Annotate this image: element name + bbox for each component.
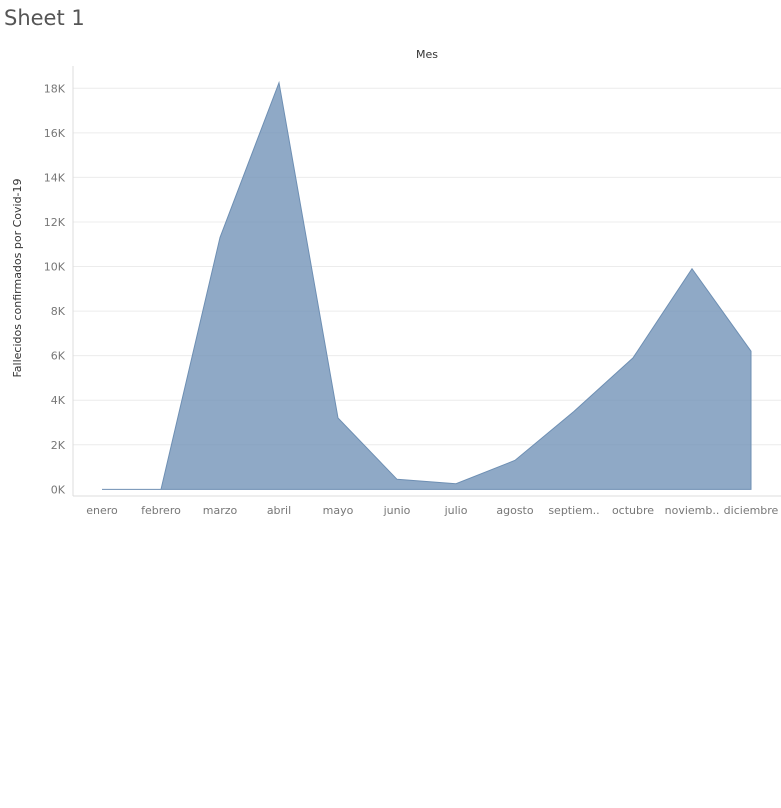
area-series[interactable]: [102, 80, 752, 490]
x-tick-label: julio: [444, 504, 468, 517]
data-point-junio[interactable]: [394, 476, 400, 482]
y-tick-label: 4K: [51, 394, 66, 407]
x-tick-label: junio: [383, 504, 411, 517]
x-tick-label: marzo: [203, 504, 238, 517]
x-axis-ticks: enero febrero marzo abril mayo junio julio agos…: [86, 504, 778, 517]
x-tick-label: abril: [267, 504, 291, 517]
x-tick-label: mayo: [323, 504, 354, 517]
data-point-marzo[interactable]: [217, 235, 223, 241]
data-point-mayo[interactable]: [335, 415, 341, 421]
x-axis-title: Mes: [416, 48, 438, 61]
y-tick-label: 8K: [51, 305, 66, 318]
data-point-enero[interactable]: [99, 486, 105, 492]
x-tick-label: diciembre: [724, 504, 779, 517]
y-axis-title: Fallecidos confirmados por Covid-19: [11, 178, 24, 377]
data-point-octubre[interactable]: [630, 355, 636, 361]
x-tick-label: septiem..: [548, 504, 599, 517]
x-tick-label: agosto: [496, 504, 533, 517]
y-tick-label: 16K: [44, 127, 66, 140]
data-point-noviemb..[interactable]: [689, 266, 695, 272]
x-tick-label: octubre: [612, 504, 654, 517]
y-tick-label: 6K: [51, 350, 66, 363]
x-tick-label: enero: [86, 504, 118, 517]
y-tick-label: 18K: [44, 82, 66, 95]
area-layer: [99, 80, 754, 492]
data-point-agosto[interactable]: [512, 457, 518, 463]
x-tick-label: febrero: [141, 504, 181, 517]
y-axis-ticks: 0K 2K 4K 6K 8K 10K 12K 14K 16K 18K: [44, 82, 66, 496]
y-tick-label: 14K: [44, 171, 66, 184]
x-tick-label: noviemb..: [665, 504, 720, 517]
y-tick-label: 10K: [44, 261, 66, 274]
data-point-diciembre[interactable]: [748, 348, 754, 354]
data-point-febrero[interactable]: [158, 486, 164, 492]
y-tick-label: 12K: [44, 216, 66, 229]
gridlines: [72, 66, 781, 497]
y-tick-label: 0K: [51, 483, 66, 496]
y-tick-label: 2K: [51, 439, 66, 452]
data-point-abril[interactable]: [276, 80, 282, 86]
sheet-title: Sheet 1: [4, 6, 85, 30]
data-point-septiem..[interactable]: [571, 408, 577, 414]
data-point-julio[interactable]: [453, 481, 459, 487]
